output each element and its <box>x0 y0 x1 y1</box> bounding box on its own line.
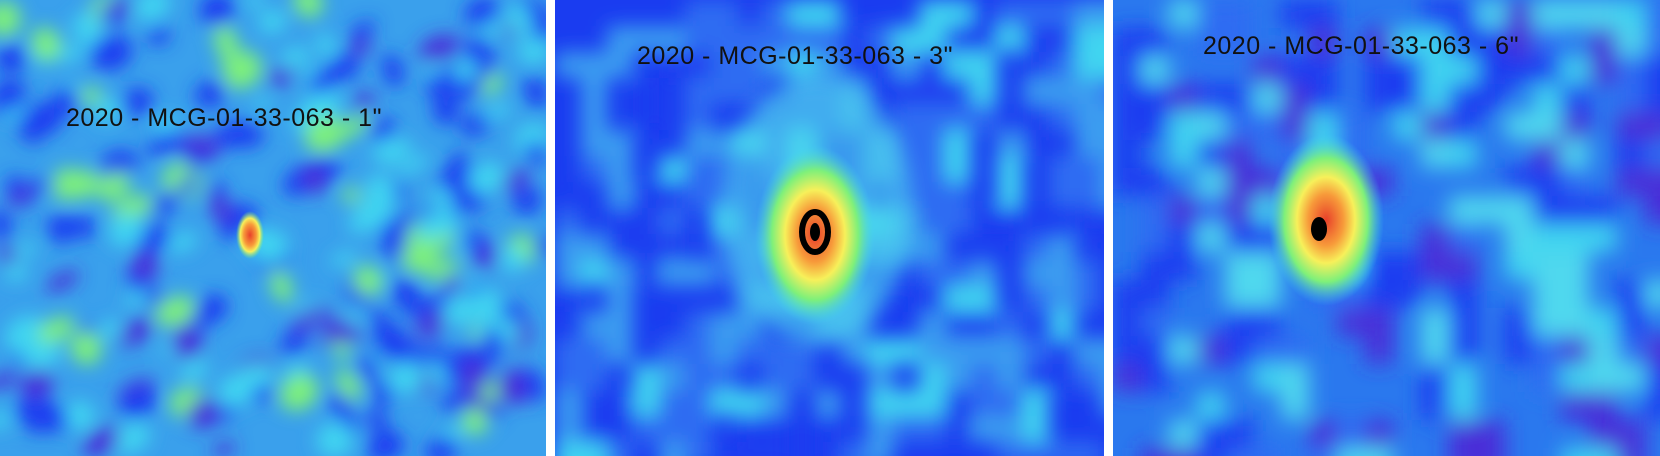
panel-title-1arcsec: 2020 - MCG-01-33-063 - 1" <box>66 104 382 132</box>
contour-ring <box>1311 217 1327 241</box>
radio-map-image-1arcsec <box>0 0 546 456</box>
radio-map-panel-1arcsec: 2020 - MCG-01-33-063 - 1" <box>0 0 546 456</box>
radio-map-image-3arcsec <box>555 0 1104 456</box>
source-emission <box>1268 134 1384 306</box>
panel-title-3arcsec: 2020 - MCG-01-33-063 - 3" <box>637 42 953 70</box>
radio-map-panel-3arcsec: 2020 - MCG-01-33-063 - 3" <box>555 0 1104 456</box>
radio-map-panel-6arcsec: 2020 - MCG-01-33-063 - 6" <box>1113 0 1660 456</box>
radio-map-image-6arcsec <box>1113 0 1660 456</box>
panel-title-6arcsec: 2020 - MCG-01-33-063 - 6" <box>1203 32 1519 60</box>
contour-ring-inner <box>810 223 820 241</box>
contour-ring-outer <box>799 209 831 255</box>
source-peak <box>236 211 264 259</box>
